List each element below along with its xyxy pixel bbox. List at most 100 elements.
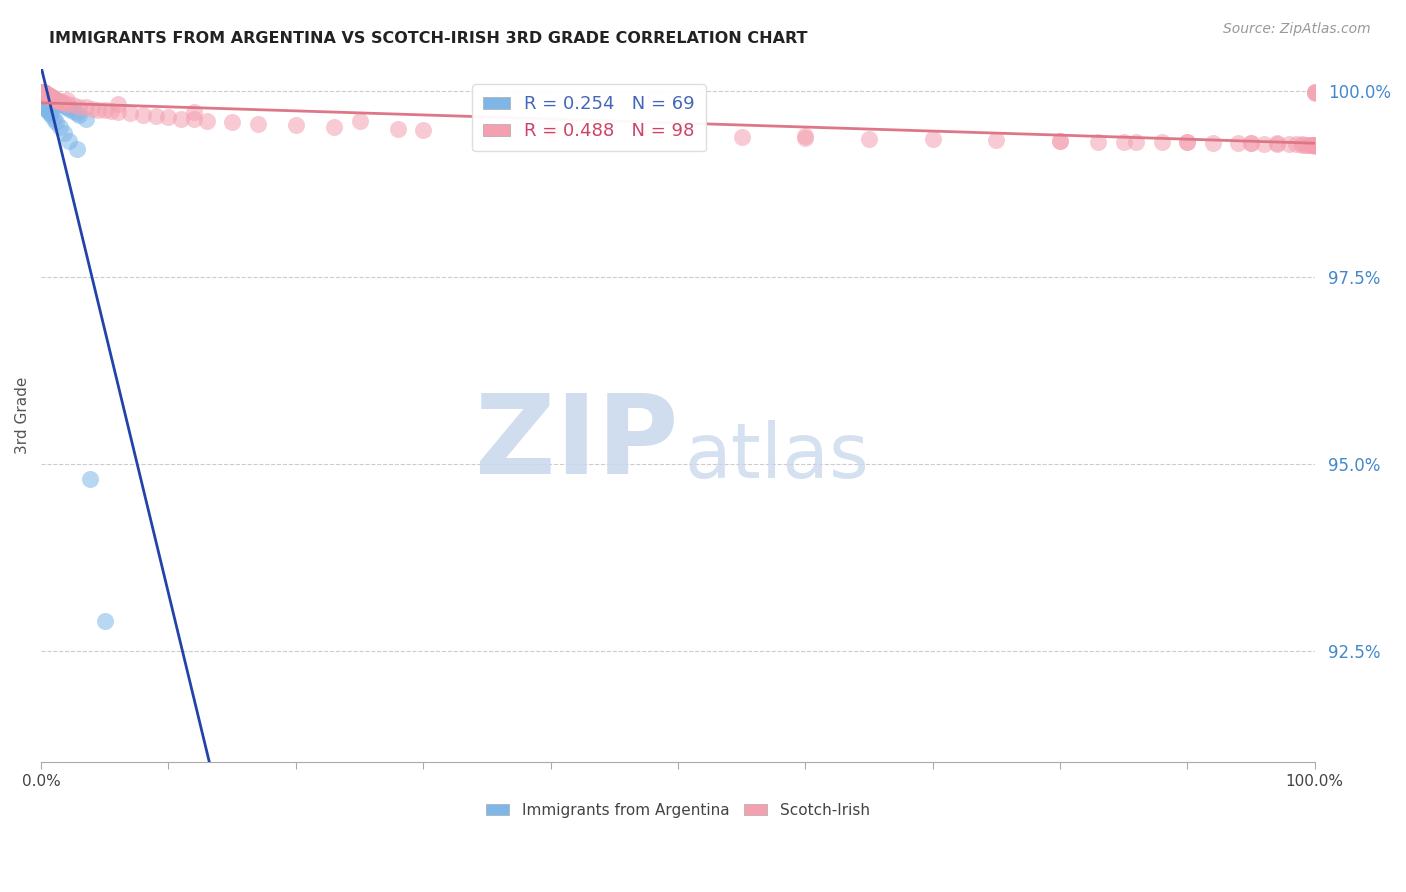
Point [41,91,63,105]
Point [39,90,62,104]
Point [32,87,55,101]
Point [79,472,101,486]
Point [1303,138,1326,153]
Point [46,94,69,108]
Point [858,131,880,145]
Point [42,92,65,106]
Point [87,103,110,117]
Point [1303,86,1326,100]
Point [1303,85,1326,99]
Point [32,87,55,101]
Point [62,98,84,112]
Point [39,91,62,105]
Point [35,87,58,102]
Point [75,100,97,114]
Point [387,122,409,136]
Point [39,90,62,104]
Point [32,87,55,102]
Point [1240,136,1263,150]
Point [31,87,53,101]
Point [1303,138,1326,153]
Point [1125,135,1147,149]
Point [1049,134,1071,148]
Point [1087,135,1109,149]
Point [1177,136,1199,150]
Point [67,99,90,113]
Point [41,91,63,105]
Point [67,108,90,122]
Point [42,92,65,106]
Point [31,86,53,100]
Point [1301,138,1323,153]
Point [107,104,129,119]
Point [39,89,62,103]
Point [45,95,67,109]
Point [284,118,307,132]
Point [39,106,62,120]
Point [986,133,1008,147]
Point [32,99,55,113]
Point [35,89,58,103]
Point [35,102,58,116]
Point [1253,136,1275,151]
Legend: Immigrants from Argentina, Scotch-Irish: Immigrants from Argentina, Scotch-Irish [481,797,876,824]
Point [31,86,53,100]
Point [1291,137,1313,152]
Point [39,90,62,104]
Point [34,89,56,103]
Point [132,108,155,122]
Point [31,86,53,100]
Point [1291,136,1313,151]
Point [1299,137,1322,152]
Point [39,90,62,104]
Y-axis label: 3rd Grade: 3rd Grade [15,376,30,454]
Point [45,93,67,107]
Point [323,120,346,134]
Point [38,90,60,104]
Text: ZIP: ZIP [475,390,678,497]
Point [34,90,56,104]
Point [32,86,55,100]
Point [794,128,817,143]
Point [51,95,73,109]
Point [37,87,59,102]
Point [35,87,58,102]
Point [44,93,66,107]
Point [31,87,53,101]
Point [1227,136,1250,150]
Point [53,99,76,113]
Point [1302,138,1324,153]
Point [38,89,60,103]
Point [31,87,53,102]
Point [31,86,53,100]
Point [49,96,72,111]
Point [45,115,67,129]
Point [37,88,59,103]
Point [32,86,55,100]
Text: IMMIGRANTS FROM ARGENTINA VS SCOTCH-IRISH 3RD GRADE CORRELATION CHART: IMMIGRANTS FROM ARGENTINA VS SCOTCH-IRIS… [49,31,807,46]
Point [349,113,371,128]
Point [921,132,943,146]
Point [730,130,752,145]
Point [221,115,243,129]
Point [31,86,53,100]
Point [1240,136,1263,150]
Point [246,117,269,131]
Point [38,104,60,119]
Point [183,104,205,119]
Point [58,102,80,116]
Point [34,87,56,101]
Point [1303,86,1326,100]
Point [32,86,55,100]
Point [32,86,55,100]
Point [53,127,76,141]
Point [37,103,59,117]
Point [75,112,97,126]
Point [42,112,65,126]
Point [170,112,193,126]
Point [32,88,55,103]
Point [1303,139,1326,153]
Point [34,87,56,102]
Point [120,106,142,120]
Point [37,88,59,103]
